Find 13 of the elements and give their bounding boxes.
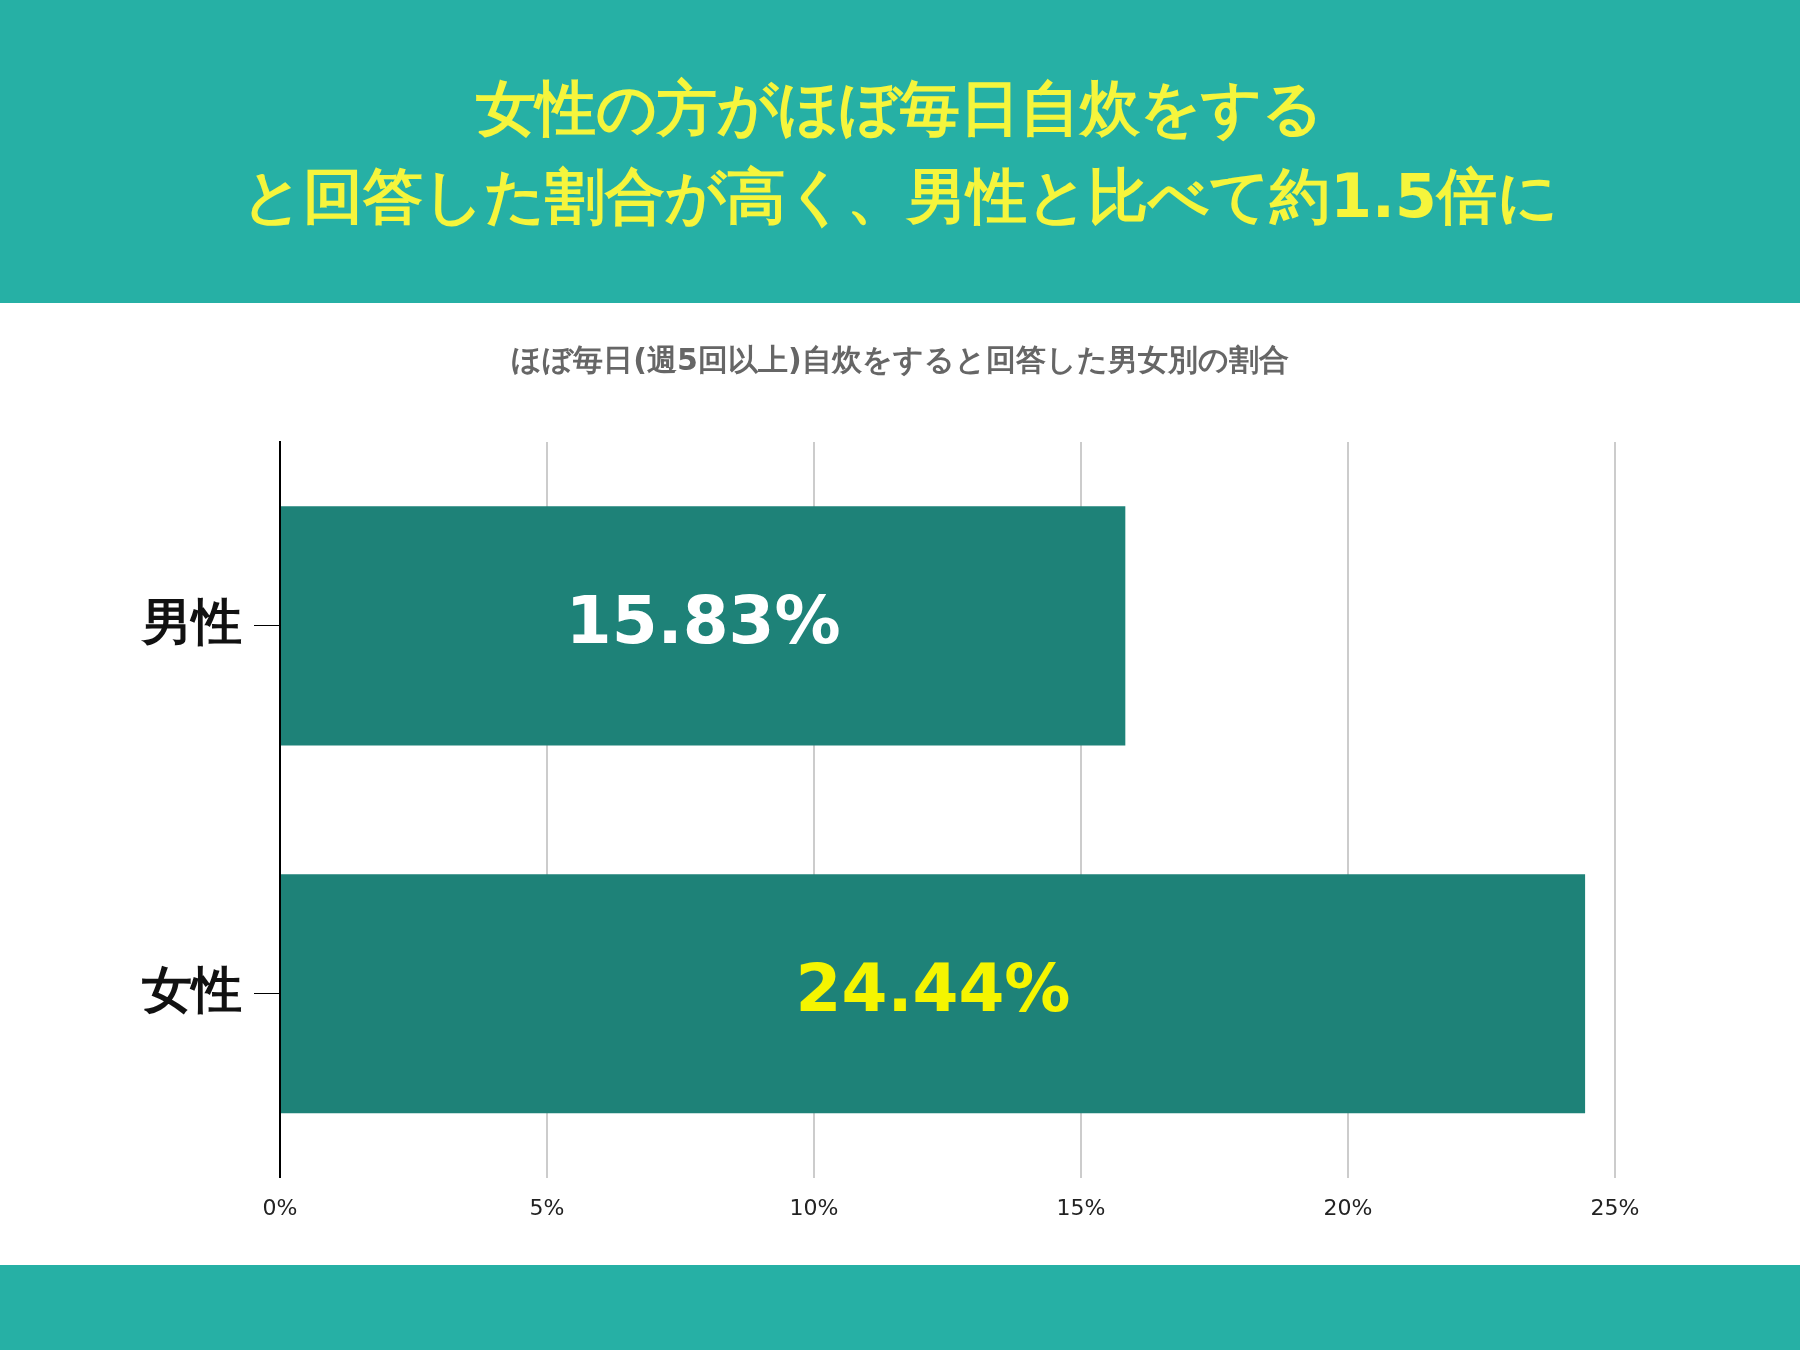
y-tick-label: 女性 (141, 960, 242, 1019)
chart-subtitle: と回答した割合が高く、男性と比べて約1.5倍に (242, 159, 1558, 233)
text: ほぼ毎日(週5回以上)自炊をすると回答した男女別の割合 (510, 341, 1290, 379)
data-label: 24.44% (795, 949, 1071, 1027)
chart-title: 女性の方がほぼ毎日自炊をする (475, 71, 1325, 145)
x-tick-label: 15% (1056, 1194, 1106, 1220)
x-tick-label: 5% (529, 1194, 565, 1220)
x-tick-label: 20% (1323, 1194, 1373, 1220)
x-tick-label: 10% (789, 1194, 839, 1220)
x-tick-label: 0% (262, 1194, 298, 1220)
y-tick-label: 男性 (140, 592, 242, 651)
x-tick-label: 25% (1590, 1194, 1640, 1220)
data-label: 15.83% (565, 582, 841, 660)
